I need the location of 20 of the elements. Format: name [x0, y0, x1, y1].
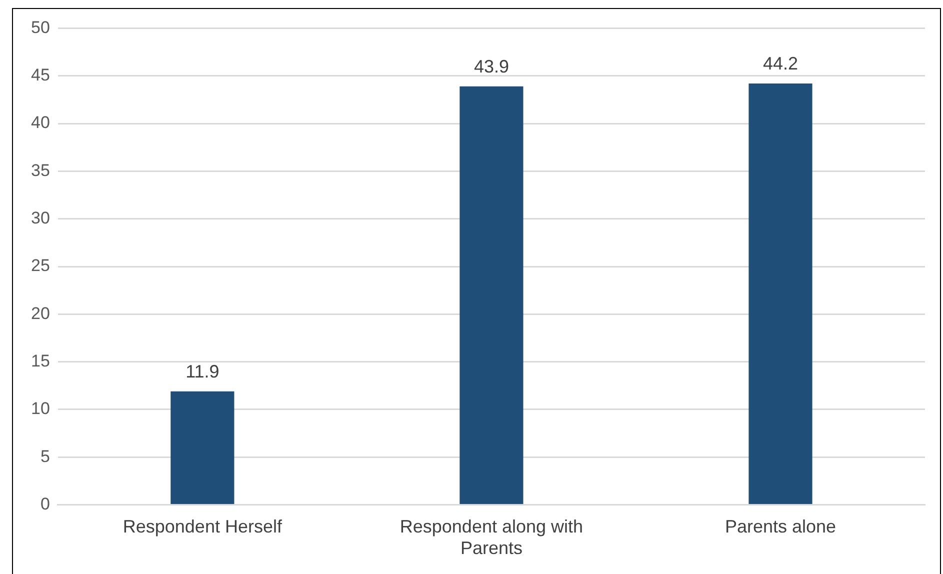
- y-tick-label: 15: [30, 352, 50, 371]
- y-tick-label: 5: [40, 446, 50, 466]
- data-label: 11.9: [186, 361, 220, 382]
- y-tick-label: 30: [30, 208, 50, 228]
- y-tick-label: 20: [30, 304, 50, 323]
- bar: [748, 83, 812, 504]
- y-tick-label: 50: [30, 18, 50, 37]
- y-tick-label: 10: [30, 399, 50, 418]
- y-tick-label: 40: [30, 113, 50, 132]
- data-label: 44.2: [762, 53, 798, 74]
- x-tick-label: Parents alone: [724, 516, 836, 537]
- y-tick-label: 25: [30, 256, 50, 276]
- bar: [460, 86, 524, 504]
- data-label: 43.9: [474, 56, 509, 76]
- y-tick-label: 0: [40, 494, 50, 514]
- x-tick-label: Respondent along with Parents: [400, 516, 584, 558]
- bar: [170, 391, 234, 504]
- y-tick-label: 35: [30, 160, 50, 180]
- y-tick-label: 45: [30, 66, 50, 85]
- x-tick-label: Respondent Herself: [122, 516, 283, 537]
